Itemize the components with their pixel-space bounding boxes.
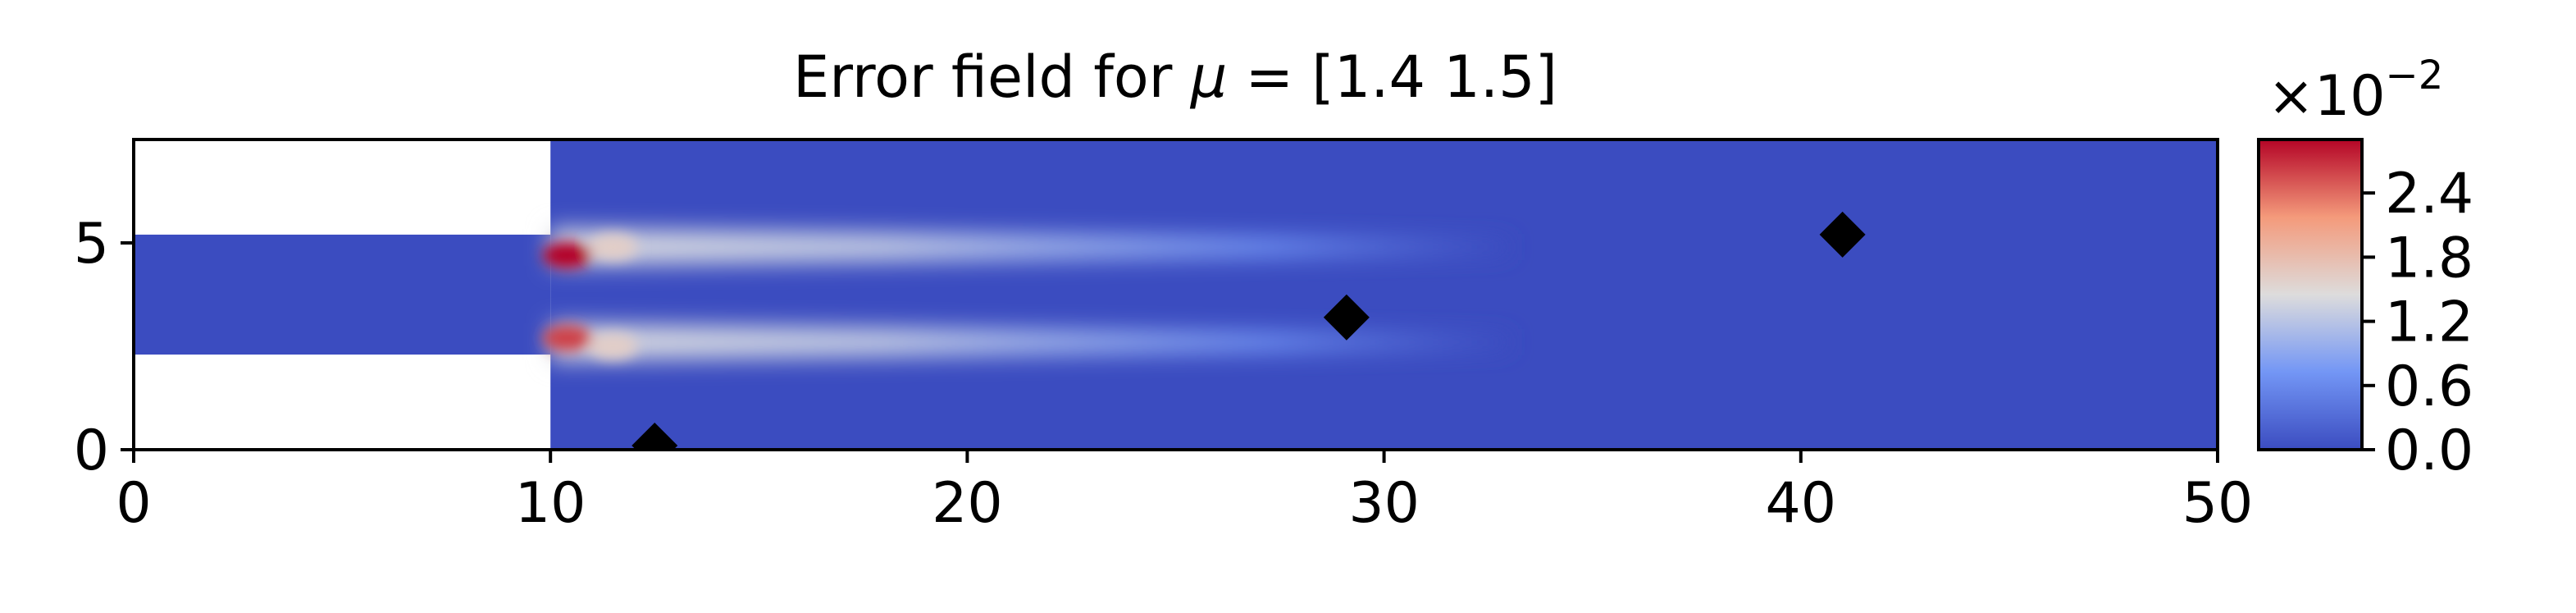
colorbar-multiplier: ×10−2 [2268,53,2443,129]
x-tick-label: 20 [932,471,1003,536]
x-axis: 0 10 20 30 40 50 [116,450,2253,536]
y-tick-label: 5 [74,212,109,277]
error-hotspot [542,324,592,351]
colorbar-tick-label: 0.0 [2385,419,2473,483]
error-hotspot [542,242,592,269]
chart-title: Error field for μ = [1.4 1.5] [793,43,1557,111]
error-band [550,323,1510,361]
y-axis: 05 [74,212,134,483]
x-tick-label: 40 [1766,471,1837,536]
colorbar-tick-label: 2.4 [2385,162,2473,226]
inlet-channel-domain [134,234,551,355]
x-tick-label: 50 [2182,471,2254,536]
y-tick-label: 0 [74,419,109,483]
sensor-markers [631,211,1866,450]
error-hotspot [588,234,638,261]
main-channel-domain [550,140,2218,450]
axes-frame [132,138,2219,451]
heatmap-plot-area [134,140,2218,450]
colorbar-tick-label: 1.2 [2385,290,2473,355]
x-tick-label: 30 [1348,471,1420,536]
x-tick-label: 0 [116,471,151,536]
error-bands [550,228,1510,361]
error-hotspot [588,333,638,359]
sensor-marker [1323,294,1370,341]
colorbar-tick-label: 0.6 [2385,355,2473,419]
error-band [550,228,1510,266]
x-tick-label: 10 [515,471,586,536]
sensor-marker [631,422,678,450]
sensor-marker [1819,211,1866,258]
colorbar-tick-label: 1.8 [2385,226,2473,290]
colorbar [2257,138,2364,451]
colorbar-axis: 0.00.61.21.82.4 [2362,162,2473,483]
error-hotspots [542,234,638,359]
